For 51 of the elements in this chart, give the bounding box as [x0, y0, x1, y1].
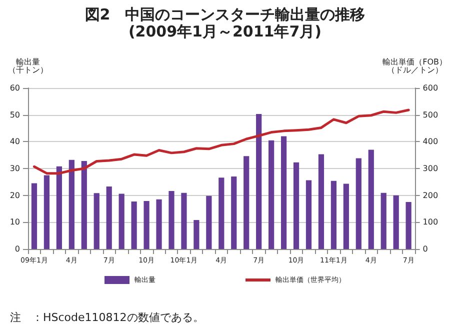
bar [131, 202, 137, 249]
bar [56, 166, 62, 249]
y2-tick-label: 200 [422, 190, 438, 200]
y-tick-label: 10 [10, 218, 20, 227]
bar [44, 175, 50, 249]
bar [144, 200, 150, 249]
bar [68, 160, 74, 249]
chart-subtitle: (2009年1月～2011年7月) [128, 22, 322, 40]
bar [244, 156, 250, 249]
y2-tick-label: 400 [422, 137, 438, 146]
bar [343, 184, 349, 249]
y-tick-label: 60 [10, 84, 20, 92]
y2-axis-title: 輸出単価（FOB）（ドル／トン） [382, 58, 447, 74]
bar [218, 178, 224, 249]
y2-tick-label: 300 [422, 164, 438, 173]
text: 注 ：HScode110812の数値である。 [10, 311, 204, 324]
bar [206, 196, 212, 249]
bar [306, 180, 312, 249]
bar [318, 154, 324, 249]
bar [81, 160, 87, 249]
bar [194, 220, 200, 249]
bar [293, 162, 300, 249]
chart-title: 図2 中国のコーンスターチ輸出量の推移 [84, 6, 366, 24]
bar [406, 202, 412, 249]
y-tick-label: 0 [14, 244, 20, 254]
y2-tick-label: 0 [422, 244, 428, 254]
bar [368, 150, 374, 249]
bar [168, 191, 174, 249]
bar [156, 199, 162, 249]
y-tick-label: 30 [10, 164, 20, 173]
y2-tick-label: 100 [422, 218, 438, 227]
line-series [32, 108, 410, 175]
y-axis-title: 輸出量（千トン） [8, 58, 48, 74]
bar [393, 195, 399, 249]
bar [268, 140, 274, 249]
y2-tick-label: 600 [422, 84, 438, 92]
bar [118, 194, 124, 249]
bar [94, 193, 100, 249]
bar [31, 183, 38, 249]
bar [356, 158, 362, 249]
bar [256, 114, 262, 249]
bar [330, 180, 337, 249]
bar [280, 136, 287, 249]
y-tick-label: 40 [10, 137, 20, 146]
y-tick-label: 20 [10, 190, 20, 200]
bar [106, 186, 112, 249]
bar [231, 176, 237, 249]
bar [380, 192, 386, 249]
bar [181, 192, 187, 249]
y2-tick-label: 500 [422, 110, 438, 120]
y-tick-label: 50 [10, 110, 20, 120]
